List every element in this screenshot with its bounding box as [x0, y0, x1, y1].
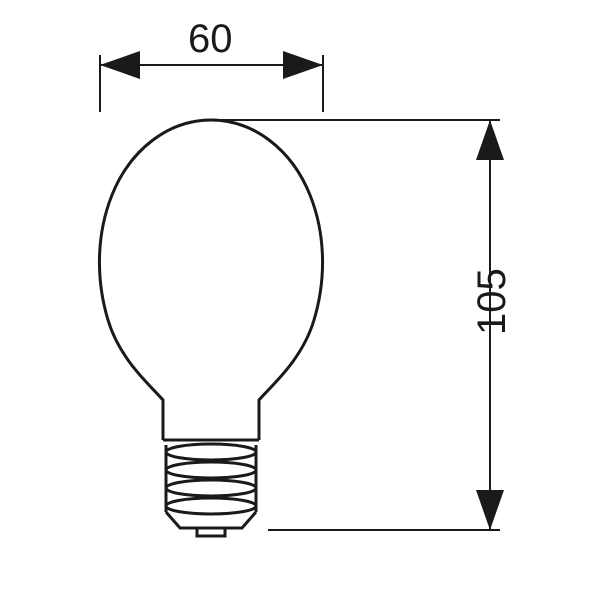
bulb-dimension-drawing: 60 105: [0, 0, 600, 600]
height-dimension-label: 105: [470, 268, 514, 335]
bulb-outline: [99, 120, 322, 440]
bulb-screw-base: [163, 440, 259, 536]
width-extension-lines: [100, 55, 323, 112]
height-extension-lines: [220, 120, 500, 530]
width-dimension-label: 60: [188, 17, 233, 61]
